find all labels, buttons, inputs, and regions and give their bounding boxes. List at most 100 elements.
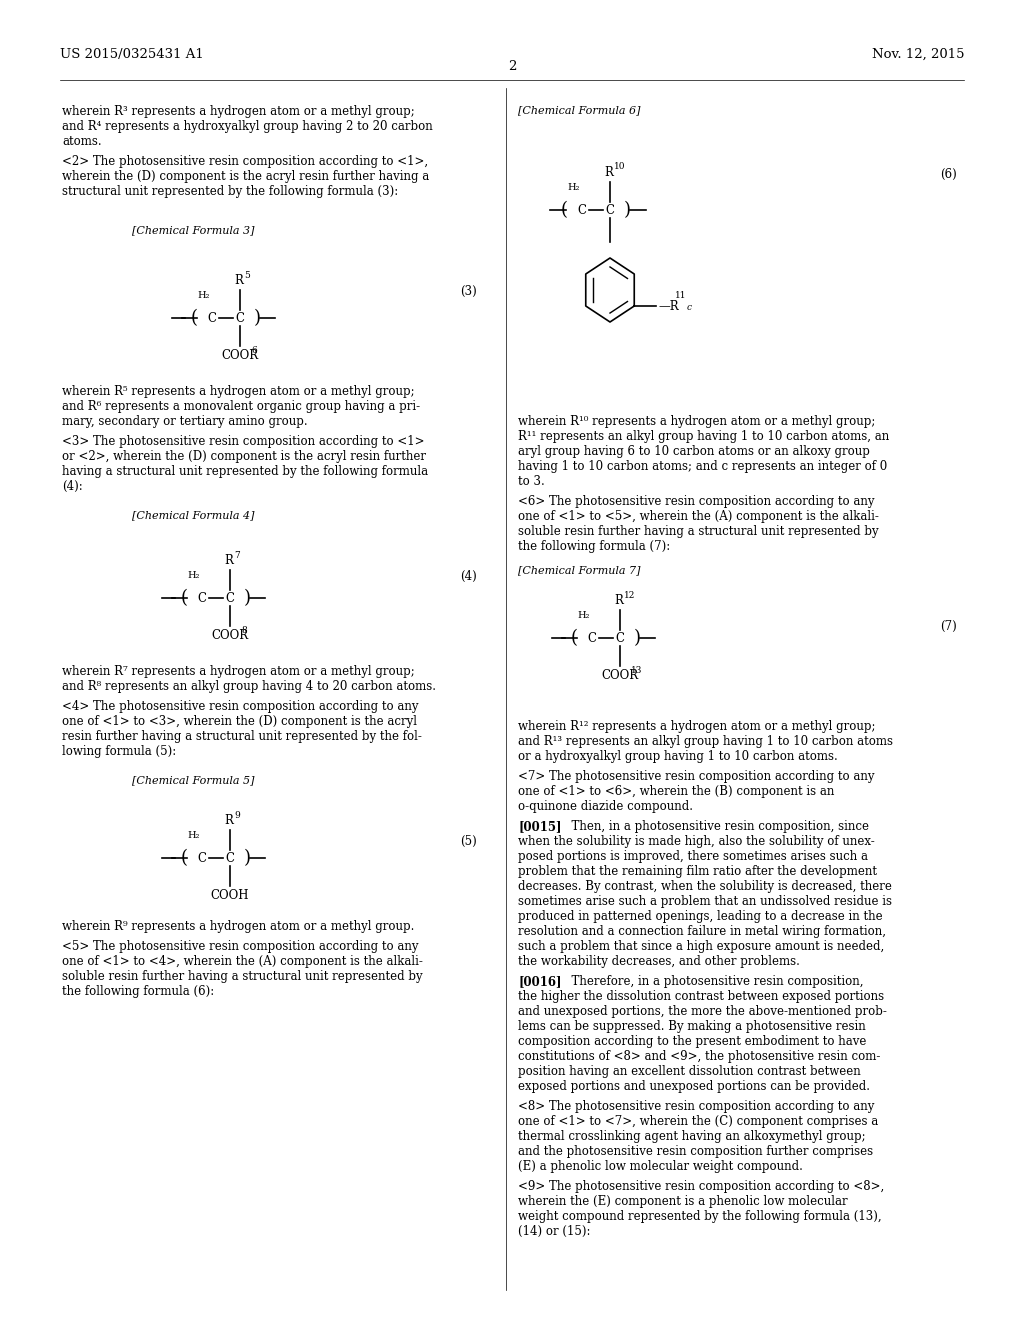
Text: R: R (224, 554, 233, 568)
Text: structural unit represented by the following formula (3):: structural unit represented by the follo… (62, 185, 398, 198)
Text: R: R (604, 166, 613, 180)
Text: to 3.: to 3. (518, 475, 545, 488)
Text: [0015]: [0015] (518, 820, 561, 833)
Text: (E) a phenolic low molecular weight compound.: (E) a phenolic low molecular weight comp… (518, 1160, 803, 1173)
Text: 11: 11 (675, 290, 687, 300)
Text: wherein R⁵ represents a hydrogen atom or a methyl group;: wherein R⁵ represents a hydrogen atom or… (62, 385, 415, 399)
Text: Therefore, in a photosensitive resin composition,: Therefore, in a photosensitive resin com… (564, 975, 863, 987)
Text: H₂: H₂ (187, 572, 200, 579)
Text: ): ) (244, 849, 251, 867)
Text: wherein R¹⁰ represents a hydrogen atom or a methyl group;: wherein R¹⁰ represents a hydrogen atom o… (518, 414, 876, 428)
Text: R¹¹ represents an alkyl group having 1 to 10 carbon atoms, an: R¹¹ represents an alkyl group having 1 t… (518, 430, 889, 444)
Text: the higher the dissolution contrast between exposed portions: the higher the dissolution contrast betw… (518, 990, 884, 1003)
Text: (: ( (191, 309, 198, 327)
Text: H₂: H₂ (568, 183, 581, 191)
Text: (: ( (571, 630, 578, 647)
Text: C: C (198, 591, 207, 605)
Text: [0016]: [0016] (518, 975, 561, 987)
Text: [Chemical Formula 7]: [Chemical Formula 7] (518, 565, 640, 576)
Text: soluble resin further having a structural unit represented by: soluble resin further having a structura… (62, 970, 423, 983)
Text: one of <1> to <7>, wherein the (C) component comprises a: one of <1> to <7>, wherein the (C) compo… (518, 1115, 879, 1129)
Text: <9> The photosensitive resin composition according to <8>,: <9> The photosensitive resin composition… (518, 1180, 885, 1193)
Text: or a hydroxyalkyl group having 1 to 10 carbon atoms.: or a hydroxyalkyl group having 1 to 10 c… (518, 750, 838, 763)
Text: R: R (234, 275, 244, 286)
Text: (14) or (15):: (14) or (15): (518, 1225, 591, 1238)
Text: (7): (7) (940, 620, 956, 634)
Text: weight compound represented by the following formula (13),: weight compound represented by the follo… (518, 1210, 882, 1224)
Text: C: C (605, 203, 614, 216)
Text: H₂: H₂ (578, 611, 590, 620)
Text: 7: 7 (234, 550, 240, 560)
Text: H₂: H₂ (187, 832, 200, 840)
Text: wherein R³ represents a hydrogen atom or a methyl group;: wherein R³ represents a hydrogen atom or… (62, 106, 415, 117)
Text: (5): (5) (460, 836, 477, 847)
Text: o-quinone diazide compound.: o-quinone diazide compound. (518, 800, 693, 813)
Text: ): ) (624, 201, 631, 219)
Text: (4):: (4): (62, 480, 83, 492)
Text: US 2015/0325431 A1: US 2015/0325431 A1 (60, 48, 204, 61)
Text: one of <1> to <3>, wherein the (D) component is the acryl: one of <1> to <3>, wherein the (D) compo… (62, 715, 417, 729)
Text: <2> The photosensitive resin composition according to <1>,: <2> The photosensitive resin composition… (62, 154, 428, 168)
Text: <3> The photosensitive resin composition according to <1>: <3> The photosensitive resin composition… (62, 436, 425, 447)
Text: resolution and a connection failure in metal wiring formation,: resolution and a connection failure in m… (518, 925, 886, 939)
Text: the following formula (6):: the following formula (6): (62, 985, 214, 998)
Text: <8> The photosensitive resin composition according to any: <8> The photosensitive resin composition… (518, 1100, 874, 1113)
Text: 6: 6 (251, 346, 257, 355)
Text: resin further having a structural unit represented by the fol-: resin further having a structural unit r… (62, 730, 422, 743)
Text: or <2>, wherein the (D) component is the acryl resin further: or <2>, wherein the (D) component is the… (62, 450, 426, 463)
Text: 8: 8 (241, 626, 247, 635)
Text: and R¹³ represents an alkyl group having 1 to 10 carbon atoms: and R¹³ represents an alkyl group having… (518, 735, 893, 748)
Text: composition according to the present embodiment to have: composition according to the present emb… (518, 1035, 866, 1048)
Text: <7> The photosensitive resin composition according to any: <7> The photosensitive resin composition… (518, 770, 874, 783)
Text: the workability decreases, and other problems.: the workability decreases, and other pro… (518, 954, 800, 968)
Text: C: C (578, 203, 587, 216)
Text: position having an excellent dissolution contrast between: position having an excellent dissolution… (518, 1065, 861, 1078)
Text: (4): (4) (460, 570, 477, 583)
Text: [Chemical Formula 6]: [Chemical Formula 6] (518, 106, 640, 115)
Text: and R⁸ represents an alkyl group having 4 to 20 carbon atoms.: and R⁸ represents an alkyl group having … (62, 680, 436, 693)
Text: <5> The photosensitive resin composition according to any: <5> The photosensitive resin composition… (62, 940, 419, 953)
Text: the following formula (7):: the following formula (7): (518, 540, 671, 553)
Text: exposed portions and unexposed portions can be provided.: exposed portions and unexposed portions … (518, 1080, 870, 1093)
Text: lems can be suppressed. By making a photosensitive resin: lems can be suppressed. By making a phot… (518, 1020, 865, 1034)
Text: lowing formula (5):: lowing formula (5): (62, 744, 176, 758)
Text: aryl group having 6 to 10 carbon atoms or an alkoxy group: aryl group having 6 to 10 carbon atoms o… (518, 445, 869, 458)
Text: (: ( (181, 589, 188, 607)
Text: and R⁴ represents a hydroxyalkyl group having 2 to 20 carbon: and R⁴ represents a hydroxyalkyl group h… (62, 120, 433, 133)
Text: ): ) (254, 309, 261, 327)
Text: R: R (614, 594, 624, 607)
Text: 2: 2 (508, 59, 516, 73)
Text: sometimes arise such a problem that an undissolved residue is: sometimes arise such a problem that an u… (518, 895, 892, 908)
Text: COOH: COOH (211, 888, 249, 902)
Text: C: C (198, 851, 207, 865)
Text: H₂: H₂ (198, 290, 210, 300)
Text: 5: 5 (244, 271, 250, 280)
Text: problem that the remaining film ratio after the development: problem that the remaining film ratio af… (518, 865, 877, 878)
Text: thermal crosslinking agent having an alkoxymethyl group;: thermal crosslinking agent having an alk… (518, 1130, 865, 1143)
Text: soluble resin further having a structural unit represented by: soluble resin further having a structura… (518, 525, 879, 539)
Text: wherein the (E) component is a phenolic low molecular: wherein the (E) component is a phenolic … (518, 1195, 848, 1208)
Text: one of <1> to <6>, wherein the (B) component is an: one of <1> to <6>, wherein the (B) compo… (518, 785, 835, 799)
Text: COOR: COOR (221, 348, 259, 362)
Text: COOR: COOR (211, 630, 249, 642)
Text: <4> The photosensitive resin composition according to any: <4> The photosensitive resin composition… (62, 700, 419, 713)
Text: —R: —R (658, 300, 679, 313)
Text: C: C (208, 312, 216, 325)
Text: when the solubility is made high, also the solubility of unex-: when the solubility is made high, also t… (518, 836, 874, 847)
Text: c: c (686, 304, 691, 313)
Text: 13: 13 (631, 667, 642, 675)
Text: wherein R¹² represents a hydrogen atom or a methyl group;: wherein R¹² represents a hydrogen atom o… (518, 719, 876, 733)
Text: having 1 to 10 carbon atoms; and c represents an integer of 0: having 1 to 10 carbon atoms; and c repre… (518, 459, 887, 473)
Text: C: C (225, 851, 234, 865)
Text: C: C (615, 631, 625, 644)
Text: wherein R⁷ represents a hydrogen atom or a methyl group;: wherein R⁷ represents a hydrogen atom or… (62, 665, 415, 678)
Text: and the photosensitive resin composition further comprises: and the photosensitive resin composition… (518, 1144, 873, 1158)
Text: [Chemical Formula 4]: [Chemical Formula 4] (132, 510, 255, 520)
Text: atoms.: atoms. (62, 135, 101, 148)
Text: 9: 9 (234, 810, 240, 820)
Text: (6): (6) (940, 168, 956, 181)
Text: posed portions is improved, there sometimes arises such a: posed portions is improved, there someti… (518, 850, 868, 863)
Text: mary, secondary or tertiary amino group.: mary, secondary or tertiary amino group. (62, 414, 307, 428)
Text: decreases. By contrast, when the solubility is decreased, there: decreases. By contrast, when the solubil… (518, 880, 892, 894)
Text: Then, in a photosensitive resin composition, since: Then, in a photosensitive resin composit… (564, 820, 869, 833)
